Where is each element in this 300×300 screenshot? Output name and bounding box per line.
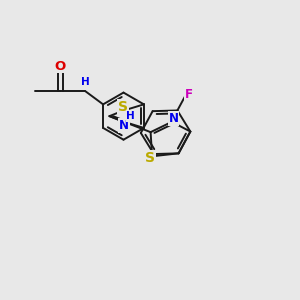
Text: N: N bbox=[119, 119, 129, 132]
Text: S: S bbox=[145, 151, 155, 165]
Text: F: F bbox=[185, 88, 193, 101]
Text: N: N bbox=[169, 112, 178, 125]
Text: O: O bbox=[55, 60, 66, 73]
Text: H: H bbox=[126, 111, 135, 121]
Text: H: H bbox=[81, 77, 90, 87]
Text: S: S bbox=[118, 100, 128, 114]
